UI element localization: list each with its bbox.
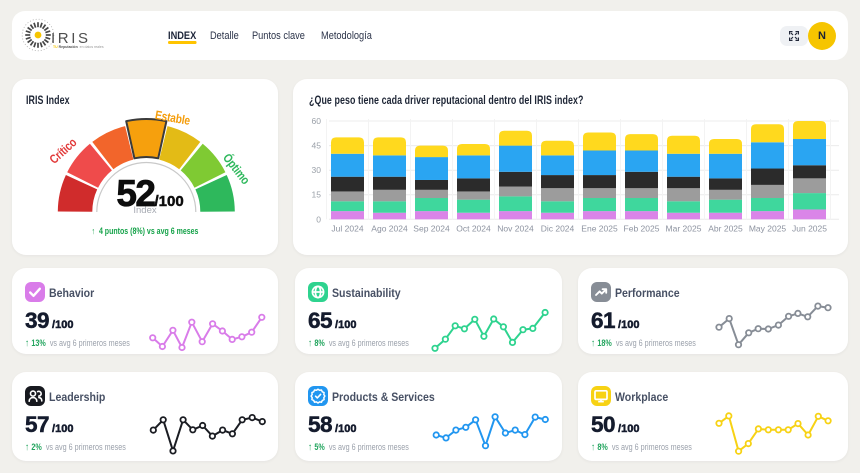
svg-text:Dic 2024: Dic 2024 — [541, 224, 575, 234]
svg-text:15: 15 — [312, 190, 322, 200]
svg-text:Feb 2025: Feb 2025 — [624, 224, 660, 234]
svg-text:Ene 2025: Ene 2025 — [581, 224, 618, 234]
svg-text:Jul 2024: Jul 2024 — [331, 224, 363, 234]
svg-text:Nov 2024: Nov 2024 — [497, 224, 534, 234]
svg-text:Oct 2024: Oct 2024 — [456, 224, 491, 234]
svg-text:Sep 2024: Sep 2024 — [413, 224, 450, 234]
svg-text:0: 0 — [316, 214, 321, 224]
svg-text:45: 45 — [312, 141, 322, 151]
svg-text:Abr 2025: Abr 2025 — [708, 224, 743, 234]
svg-text:Jun 2025: Jun 2025 — [792, 224, 827, 234]
svg-text:30: 30 — [312, 165, 322, 175]
svg-text:60: 60 — [312, 116, 322, 126]
svg-text:Ago 2024: Ago 2024 — [371, 224, 408, 234]
svg-text:May 2025: May 2025 — [749, 224, 787, 234]
svg-text:Mar 2025: Mar 2025 — [666, 224, 702, 234]
